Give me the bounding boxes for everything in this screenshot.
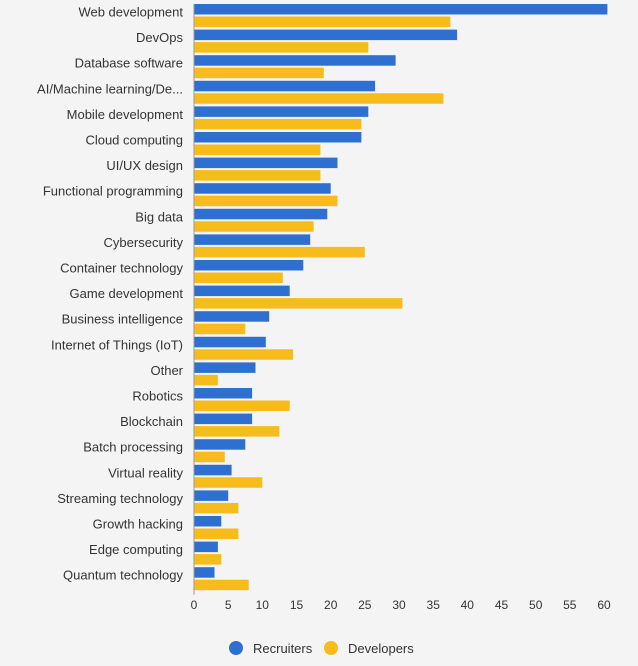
legend[interactable]: Recruiters Developers	[229, 641, 414, 656]
category-label: Blockchain	[120, 414, 183, 429]
x-tick-label: 0	[191, 598, 198, 612]
category-label: Container technology	[60, 261, 183, 276]
bar-recruiters-21[interactable]	[194, 541, 218, 553]
x-tick-label: 15	[290, 598, 304, 612]
bar-recruiters-8[interactable]	[194, 208, 328, 220]
bar-developers-13[interactable]	[194, 349, 294, 360]
x-tick-label: 40	[461, 598, 475, 612]
legend-label-developers[interactable]: Developers	[348, 641, 414, 656]
bar-developers-10[interactable]	[194, 272, 283, 284]
x-tick-label: 30	[392, 598, 406, 612]
x-tick-label: 25	[358, 598, 372, 612]
bar-developers-9[interactable]	[194, 246, 365, 258]
bar-developers-16[interactable]	[194, 426, 280, 437]
category-label: Robotics	[132, 389, 183, 404]
bar-developers-17[interactable]	[194, 451, 225, 463]
bar-recruiters-17[interactable]	[194, 439, 246, 450]
bars-group	[194, 4, 608, 591]
category-label: Functional programming	[43, 184, 183, 199]
bar-recruiters-2[interactable]	[194, 55, 396, 66]
legend-marker-developers[interactable]	[324, 641, 338, 655]
x-tick-label: 5	[225, 598, 232, 612]
category-label: Database software	[75, 56, 183, 71]
x-tick-label: 10	[256, 598, 270, 612]
bar-recruiters-9[interactable]	[194, 234, 311, 245]
bar-developers-15[interactable]	[194, 400, 290, 412]
bar-recruiters-15[interactable]	[194, 388, 253, 399]
x-tick-label: 45	[495, 598, 509, 612]
category-label: Streaming technology	[57, 491, 183, 506]
bar-developers-1[interactable]	[194, 42, 369, 53]
bar-recruiters-14[interactable]	[194, 362, 256, 373]
bar-recruiters-18[interactable]	[194, 464, 232, 476]
bar-developers-4[interactable]	[194, 118, 362, 130]
category-label: Other	[150, 363, 183, 378]
category-label: Edge computing	[89, 542, 183, 557]
bar-recruiters-6[interactable]	[194, 157, 338, 169]
bar-recruiters-5[interactable]	[194, 132, 362, 143]
bar-developers-21[interactable]	[194, 554, 222, 565]
legend-label-recruiters[interactable]: Recruiters	[253, 641, 313, 656]
category-label: Quantum technology	[63, 568, 183, 583]
category-label: Mobile development	[67, 107, 184, 122]
bar-developers-18[interactable]	[194, 477, 263, 488]
category-label: Virtual reality	[108, 465, 183, 480]
bar-developers-7[interactable]	[194, 195, 338, 207]
category-label: Game development	[70, 286, 184, 301]
x-tick-labels: 0 5 10 15 20 25 30 35 40 45 50 55 60	[191, 598, 611, 612]
category-label: Cybersecurity	[104, 235, 184, 250]
bar-developers-20[interactable]	[194, 528, 239, 540]
bar-recruiters-1[interactable]	[194, 29, 458, 41]
category-label: Cloud computing	[85, 133, 183, 148]
bar-developers-19[interactable]	[194, 502, 239, 514]
bar-recruiters-3[interactable]	[194, 80, 376, 92]
bar-recruiters-20[interactable]	[194, 516, 222, 527]
category-label: DevOps	[136, 30, 183, 45]
x-tick-label: 50	[529, 598, 543, 612]
bar-developers-22[interactable]	[194, 579, 249, 591]
x-tick-label: 35	[427, 598, 441, 612]
bar-developers-5[interactable]	[194, 144, 321, 156]
bar-developers-0[interactable]	[194, 16, 451, 28]
category-label: Internet of Things (IoT)	[51, 337, 183, 352]
category-label: Growth hacking	[93, 517, 183, 532]
bar-developers-2[interactable]	[194, 67, 324, 79]
category-label: Business intelligence	[62, 312, 183, 327]
bar-recruiters-7[interactable]	[194, 183, 331, 194]
x-tick-label: 55	[563, 598, 577, 612]
legend-marker-recruiters[interactable]	[229, 641, 243, 655]
category-label: Web development	[78, 5, 183, 20]
bar-recruiters-12[interactable]	[194, 311, 270, 322]
bar-developers-8[interactable]	[194, 221, 314, 232]
category-label: AI/Machine learning/De...	[37, 81, 183, 96]
bar-developers-14[interactable]	[194, 374, 218, 386]
bar-developers-12[interactable]	[194, 323, 246, 335]
bar-recruiters-16[interactable]	[194, 413, 253, 425]
bar-recruiters-0[interactable]	[194, 4, 608, 15]
bar-recruiters-13[interactable]	[194, 336, 266, 348]
bar-recruiters-11[interactable]	[194, 285, 290, 297]
x-tick-label: 20	[324, 598, 338, 612]
bar-developers-6[interactable]	[194, 170, 321, 181]
bar-recruiters-22[interactable]	[194, 567, 215, 578]
x-tick-label: 60	[597, 598, 611, 612]
category-label: Big data	[135, 209, 183, 224]
bar-developers-3[interactable]	[194, 93, 444, 104]
bar-developers-11[interactable]	[194, 298, 403, 309]
category-labels: Web development DevOps Database software AI…	[37, 5, 184, 583]
bar-recruiters-10[interactable]	[194, 260, 304, 271]
bar-recruiters-4[interactable]	[194, 106, 369, 117]
category-label: UI/UX design	[106, 158, 183, 173]
bar-recruiters-19[interactable]	[194, 490, 229, 501]
category-label: Batch processing	[83, 440, 183, 455]
